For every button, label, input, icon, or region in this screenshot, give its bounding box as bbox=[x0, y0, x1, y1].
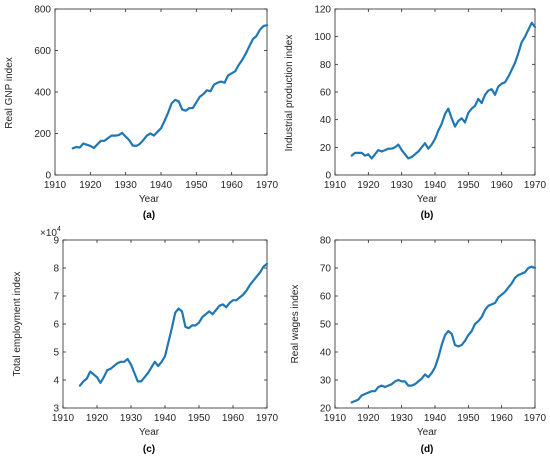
x-tick-label-d: 1910 bbox=[324, 413, 347, 424]
x-tick-label-a: 1960 bbox=[221, 180, 244, 191]
y-tick-label-d: 40 bbox=[320, 348, 332, 359]
panel-b: 1910 1920 1930 1940 1950 1960 1970 0 20 40 60 80 100… bbox=[284, 5, 547, 222]
y-tick-label-c: 5 bbox=[53, 348, 59, 359]
series-line-b bbox=[350, 21, 537, 160]
x-tick-label-d: 1930 bbox=[391, 413, 414, 424]
x-tick-label-b: 1930 bbox=[391, 180, 414, 191]
x-tick-label-d: 1950 bbox=[457, 413, 480, 424]
y-tick-label-b: 120 bbox=[314, 5, 331, 16]
x-tick-label-a: 1920 bbox=[79, 180, 102, 191]
y-tick-label-c: 6 bbox=[53, 320, 59, 331]
ylabel-c: Total employment index bbox=[12, 271, 23, 376]
y-tick-label-b: 40 bbox=[320, 115, 332, 126]
xlabel-a: Year bbox=[139, 194, 160, 205]
y-tick-label-b: 80 bbox=[320, 60, 332, 71]
x-tick-label-d: 1940 bbox=[424, 413, 447, 424]
y-tick-label-c: 4 bbox=[53, 376, 59, 387]
x-tick-label-c: 1940 bbox=[154, 413, 177, 424]
y-tick-label-d: 50 bbox=[320, 320, 332, 331]
ylabel-b: Industrial production index bbox=[284, 35, 295, 152]
x-tick-label-d: 1970 bbox=[524, 413, 547, 424]
plot-area-d: 1910 1920 1930 1940 1950 1960 1970 20 30 40 50 60 70… bbox=[320, 236, 547, 425]
y-tick-label-c: 3 bbox=[53, 404, 59, 415]
y-tick-label-d: 80 bbox=[320, 236, 332, 247]
y-tick-label-c: 8 bbox=[53, 264, 59, 275]
x-tick-label-c: 1930 bbox=[120, 413, 143, 424]
ylabel-a: Real GNP index bbox=[4, 57, 15, 129]
y-tick-label-a: 400 bbox=[34, 88, 51, 99]
plot-area-b: 1910 1920 1930 1940 1950 1960 1970 0 20 40 60 80 100… bbox=[314, 5, 546, 192]
x-tick-label-b: 1960 bbox=[491, 180, 514, 191]
y-exponent-c: ×104 bbox=[40, 226, 61, 239]
y-exponent-base: ×10 bbox=[40, 228, 57, 239]
axes-box-d bbox=[334, 239, 536, 409]
y-tick-label-a: 200 bbox=[34, 129, 51, 140]
x-tick-label-c: 1970 bbox=[256, 413, 279, 424]
x-tick-label-a: 1970 bbox=[256, 180, 279, 191]
axes-box-b bbox=[334, 8, 536, 176]
panel-d: 1910 1920 1930 1940 1950 1960 1970 20 30 40 50 60 70… bbox=[290, 236, 547, 456]
x-tick-label-b: 1940 bbox=[424, 180, 447, 191]
series-line-d bbox=[350, 265, 537, 404]
y-tick-label-a: 0 bbox=[45, 171, 51, 182]
panel-label-b: (b) bbox=[421, 210, 434, 221]
axes-box-a bbox=[54, 8, 268, 176]
panel-label-d: (d) bbox=[421, 444, 434, 455]
y-tick-label-b: 20 bbox=[320, 143, 332, 154]
x-tick-label-a: 1940 bbox=[150, 180, 173, 191]
y-exponent-power: 4 bbox=[57, 226, 61, 233]
y-tick-label-c: 7 bbox=[53, 292, 59, 303]
y-tick-label-d: 30 bbox=[320, 376, 332, 387]
panel-label-a: (a) bbox=[143, 210, 155, 221]
y-tick-label-b: 60 bbox=[320, 88, 332, 99]
xlabel-d: Year bbox=[417, 427, 438, 438]
y-tick-label-d: 20 bbox=[320, 404, 332, 415]
x-tick-label-c: 1960 bbox=[222, 413, 245, 424]
x-tick-label-b: 1970 bbox=[524, 180, 547, 191]
y-tick-label-c: 9 bbox=[53, 236, 59, 247]
x-tick-label-b: 1920 bbox=[357, 180, 380, 191]
y-tick-label-a: 800 bbox=[34, 5, 51, 16]
x-tick-label-d: 1960 bbox=[491, 413, 514, 424]
xlabel-b: Year bbox=[417, 194, 438, 205]
x-tick-label-a: 1930 bbox=[115, 180, 138, 191]
x-tick-label-c: 1920 bbox=[86, 413, 109, 424]
panel-label-c: (c) bbox=[143, 444, 155, 455]
series-line-c bbox=[78, 262, 269, 387]
plot-area-a: 1910 1920 1930 1940 1950 1960 1970 0 200 400 600 80… bbox=[34, 5, 278, 192]
x-tick-label-b: 1950 bbox=[457, 180, 480, 191]
x-tick-label-a: 1910 bbox=[44, 180, 67, 191]
panel-a: 1910 1920 1930 1940 1950 1960 1970 0 200 400 600 80… bbox=[4, 5, 279, 222]
x-tick-label-a: 1950 bbox=[185, 180, 208, 191]
y-tick-label-b: 0 bbox=[325, 171, 331, 182]
axes-box-c bbox=[62, 239, 268, 409]
y-tick-label-d: 70 bbox=[320, 264, 332, 275]
x-tick-label-c: 1910 bbox=[52, 413, 75, 424]
x-tick-label-d: 1920 bbox=[357, 413, 380, 424]
ylabel-d: Real wages index bbox=[290, 285, 301, 364]
x-tick-label-c: 1950 bbox=[188, 413, 211, 424]
x-tick-label-b: 1910 bbox=[324, 180, 347, 191]
y-tick-label-a: 600 bbox=[34, 46, 51, 57]
y-tick-label-d: 60 bbox=[320, 292, 332, 303]
series-line-a bbox=[71, 24, 269, 150]
plot-area-c: 1910 1920 1930 1940 1950 1960 1970 3 4 5 6 7 8 9 bbox=[52, 236, 279, 425]
xlabel-c: Year bbox=[139, 427, 160, 438]
y-tick-label-b: 100 bbox=[314, 32, 331, 43]
